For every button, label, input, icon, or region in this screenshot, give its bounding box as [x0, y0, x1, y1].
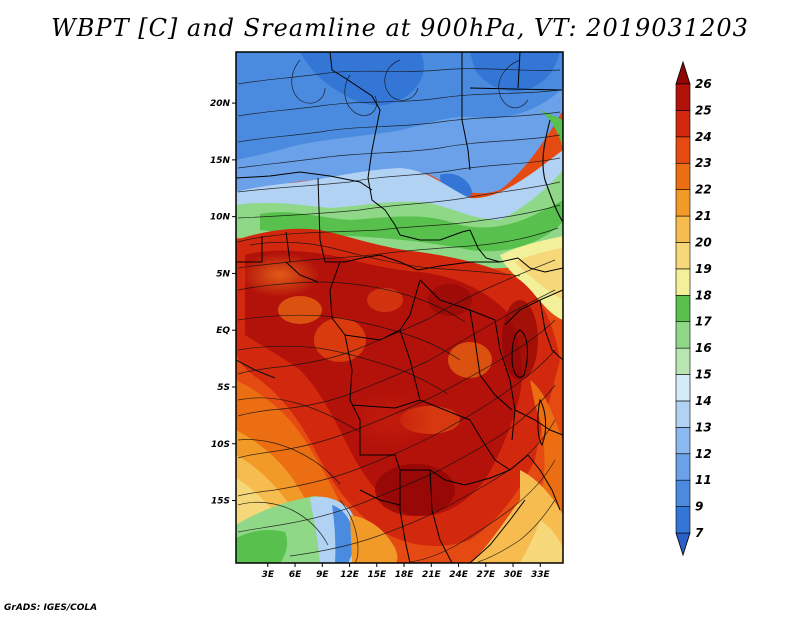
colorbar-swatch	[675, 136, 691, 164]
lon-tick-label: 33E	[531, 570, 551, 580]
colorbar-high-triangle	[675, 60, 691, 85]
lon-tick-label: 27E	[476, 570, 496, 580]
colorbar-level-label: 21	[695, 209, 712, 223]
colorbar-level-label: 16	[695, 341, 712, 355]
latitude-axis: 20N 15N 10N 5N EQ 5S 10S 15S	[210, 99, 236, 507]
wbpt-field	[236, 52, 563, 563]
colorbar-level-label: 26	[695, 77, 712, 91]
colorbar-swatch	[675, 242, 691, 270]
lat-tick-label: 10S	[211, 440, 230, 450]
lat-tick-label: 5S	[217, 383, 230, 393]
colorbar-swatch	[675, 268, 691, 296]
colorbar-level-label: 22	[695, 183, 712, 197]
colorbar-swatch	[675, 189, 691, 217]
colorbar-swatch	[675, 215, 691, 243]
map-frame	[235, 51, 564, 564]
lat-tick-label: 15N	[210, 156, 231, 166]
lat-tick-label: 5N	[216, 269, 230, 279]
colorbar-level-label: 17	[695, 315, 712, 329]
colorbar-swatch	[675, 83, 691, 111]
colorbar-swatch	[675, 162, 691, 190]
colorbar-swatch	[675, 479, 691, 507]
colorbar-swatch	[675, 506, 691, 534]
country-borders	[236, 52, 563, 563]
colorbar-swatch	[675, 110, 691, 138]
colorbar-level-label: 20	[695, 235, 712, 249]
longitude-axis: 3E 6E 9E 12E 15E 18E 21E 24E 27E 30E 33E	[262, 563, 551, 580]
colorbar-level-label: 11	[695, 473, 712, 487]
colorbar-level-label: 19	[695, 262, 712, 276]
coastline	[236, 119, 563, 379]
lon-tick-label: 21E	[422, 570, 442, 580]
lon-tick-label: 15E	[367, 570, 387, 580]
colorbar-level-label: 14	[695, 394, 712, 408]
lon-tick-label: 12E	[340, 570, 360, 580]
colorbar-swatch	[675, 294, 691, 323]
lon-tick-label: 30E	[504, 570, 524, 580]
lon-tick-label: 9E	[316, 570, 329, 580]
colorbar-level-label: 7	[695, 526, 704, 540]
lat-tick-label: EQ	[216, 326, 230, 336]
colorbar-low-triangle	[675, 532, 691, 557]
colorbar-swatch	[675, 347, 691, 375]
grads-credit: GrADS: IGES/COLA	[4, 603, 98, 613]
colorbar-level-label: 15	[695, 368, 712, 382]
colorbar-level-label: 25	[695, 103, 712, 117]
lon-tick-label: 24E	[449, 570, 469, 580]
colorbar-swatch	[675, 321, 691, 349]
colorbar-level-label: 13	[695, 420, 712, 434]
colorbar-level-label: 23	[695, 156, 712, 170]
colorbar-level-label: 9	[695, 500, 703, 514]
streamlines	[237, 59, 561, 563]
lat-tick-label: 20N	[210, 99, 231, 109]
colorbar-swatch	[675, 427, 691, 455]
colorbar-swatch	[675, 400, 691, 428]
lon-tick-label: 18E	[395, 570, 415, 580]
map-title: WBPT [C] and Sreamline at 900hPa, VT: 20…	[51, 14, 749, 42]
lat-tick-label: 15S	[211, 497, 230, 507]
lon-tick-label: 3E	[262, 570, 275, 580]
colorbar-swatch	[675, 374, 691, 402]
lon-tick-label: 6E	[289, 570, 302, 580]
colorbar-level-label: 24	[695, 130, 712, 144]
colorbar-level-label: 18	[695, 288, 712, 302]
lat-tick-label: 10N	[210, 213, 231, 223]
colorbar: 7 9 11 12 13 14 15 16 17 18 19 20 21 22 23 24 25 26	[675, 60, 712, 557]
colorbar-swatch	[675, 453, 691, 481]
colorbar-level-label: 12	[695, 447, 712, 461]
